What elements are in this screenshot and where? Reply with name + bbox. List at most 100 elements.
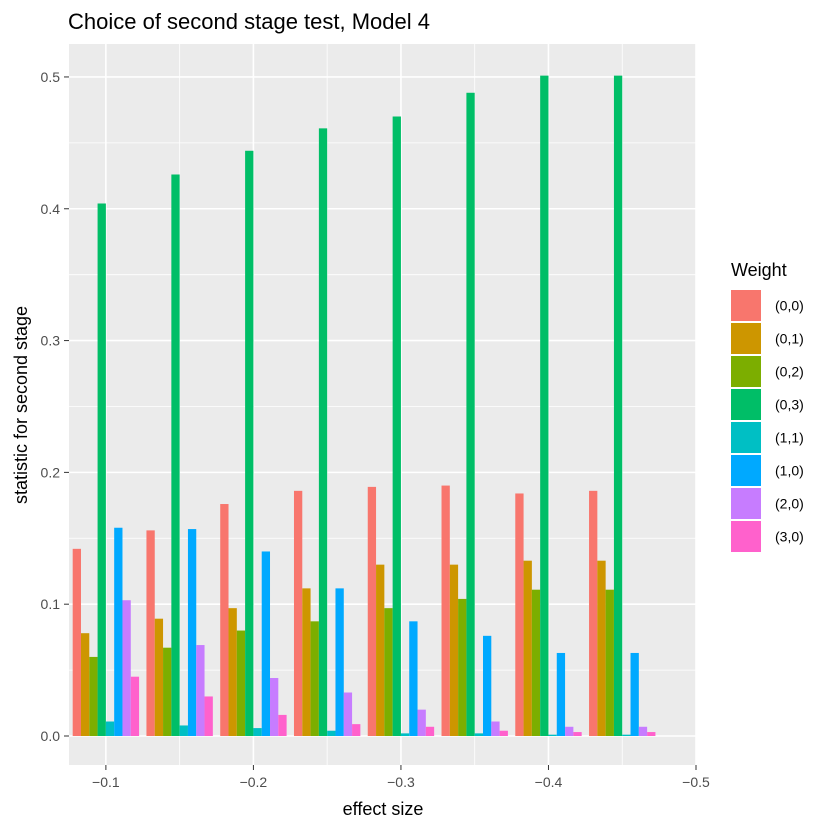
bar: [474, 733, 484, 737]
bar: [130, 676, 140, 736]
x-axis-title: effect size: [343, 799, 424, 819]
bar: [352, 724, 361, 736]
bar: [146, 530, 155, 736]
bar: [515, 493, 524, 736]
x-axis: −0.1 −0.2 −0.3 −0.4 −0.5: [92, 765, 710, 790]
legend-swatch: [731, 356, 761, 387]
y-tick-label: 0.5: [41, 69, 61, 85]
bar: [89, 656, 98, 737]
bar: [589, 490, 598, 737]
y-tick-label: 0.0: [41, 728, 61, 744]
bar: [236, 630, 246, 736]
bar: [97, 203, 106, 737]
legend-label: (0,1): [775, 331, 804, 347]
bar: [335, 588, 344, 736]
legend-label: (0,3): [775, 397, 804, 413]
y-tick-label: 0.2: [41, 464, 61, 480]
bar: [647, 732, 656, 736]
bar: [573, 732, 582, 736]
bar: [318, 128, 328, 737]
bar: [302, 588, 311, 736]
bar: [245, 150, 254, 737]
bar: [270, 678, 279, 737]
legend-swatch: [731, 290, 761, 321]
bar: [187, 529, 197, 736]
bar: [114, 527, 123, 736]
bar: [638, 726, 648, 737]
bar: [597, 560, 606, 736]
bar: [171, 174, 180, 737]
bar: [409, 621, 418, 736]
legend-swatch: [731, 455, 761, 486]
bar: [483, 635, 492, 737]
bar: [196, 645, 205, 736]
x-tick-label: −0.1: [92, 774, 120, 790]
bar: [105, 721, 115, 736]
bar: [80, 633, 90, 736]
bar: [220, 504, 229, 737]
legend-swatch: [731, 521, 761, 552]
x-tick-label: −0.3: [387, 774, 415, 790]
bars: [72, 75, 656, 737]
bar: [122, 600, 131, 736]
bar: [343, 692, 353, 736]
legend-swatch: [731, 323, 761, 354]
legend: Weight (0,0) (0,1) (0,2) (0,3) (1,1) (1,0) (2,…: [731, 260, 804, 552]
bar: [417, 709, 426, 736]
bar: [622, 734, 631, 736]
x-tick-label: −0.4: [535, 774, 563, 790]
bar: [458, 598, 467, 736]
bar: [261, 551, 271, 736]
bar: [310, 621, 319, 736]
bar: [548, 734, 557, 736]
bar: [327, 730, 336, 736]
bar: [293, 490, 303, 737]
bar: [540, 75, 549, 736]
bar: [531, 589, 541, 736]
bar: [630, 652, 639, 736]
legend-label: (1,1): [775, 430, 804, 446]
y-tick-label: 0.1: [41, 596, 61, 612]
bar: [425, 726, 435, 737]
bar: [376, 564, 385, 736]
bar: [72, 548, 81, 736]
bar: [523, 560, 532, 736]
legend-title: Weight: [731, 260, 787, 280]
bar: [228, 608, 237, 737]
legend-swatch: [731, 389, 761, 420]
bar: [400, 733, 410, 737]
y-axis: 0.0 0.1 0.2 0.3 0.4 0.5: [41, 69, 69, 744]
y-axis-title: statistic for second stage: [11, 306, 31, 504]
legend-label: (0,2): [775, 364, 804, 380]
bar: [163, 647, 172, 736]
bar: [441, 485, 450, 736]
bar: [605, 589, 614, 736]
bar: [556, 652, 566, 736]
bar: [179, 725, 188, 736]
bar: [253, 728, 262, 736]
bar: [392, 116, 401, 737]
legend-label: (3,0): [775, 529, 804, 545]
bar: [466, 92, 475, 736]
bar: [367, 486, 377, 736]
legend-swatch: [731, 422, 761, 453]
bar: [154, 618, 164, 736]
legend-label: (1,0): [775, 463, 804, 479]
bar: [384, 608, 393, 737]
bar: [613, 75, 623, 736]
bar: [204, 696, 213, 736]
y-tick-label: 0.3: [41, 333, 61, 349]
x-tick-label: −0.5: [682, 774, 710, 790]
x-tick-label: −0.2: [240, 774, 268, 790]
y-tick-label: 0.4: [41, 201, 61, 217]
chart-title: Choice of second stage test, Model 4: [68, 9, 430, 34]
bar: [499, 730, 508, 736]
legend-label: (2,0): [775, 496, 804, 512]
bar: [449, 564, 459, 736]
legend-swatch: [731, 488, 761, 519]
bar: [278, 714, 287, 736]
bar: [565, 726, 574, 737]
bar: [491, 721, 500, 736]
